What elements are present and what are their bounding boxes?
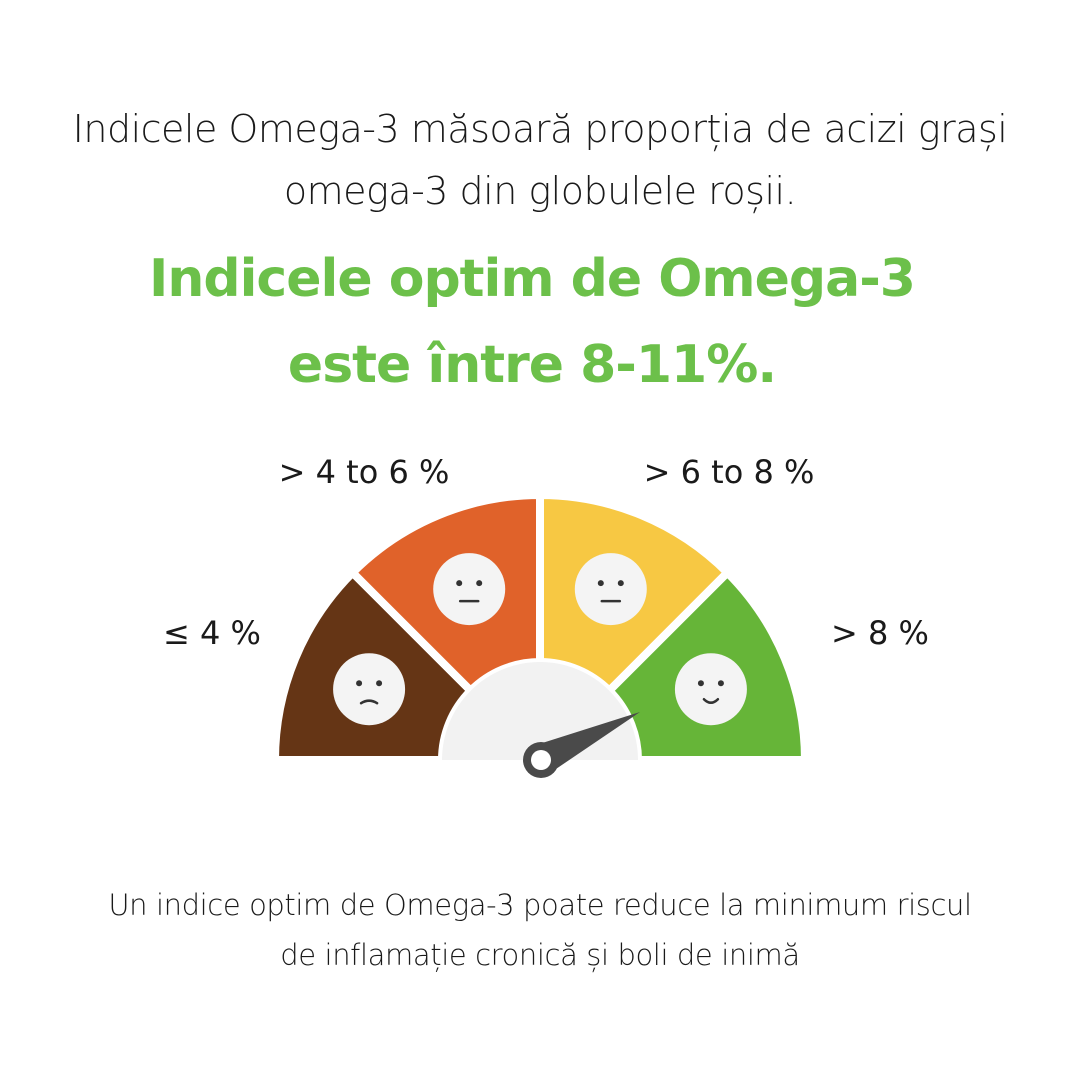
headline-line-1: Indicele optim de Omega-3 [149, 249, 916, 309]
footnote-line-2: de inflamație cronică și boli de inimă [280, 938, 800, 972]
segment-label-4: > 8 % [831, 614, 929, 652]
segment-label-2: > 4 to 6 % [279, 453, 450, 491]
segment-label-1: ≤ 4 % [163, 614, 261, 652]
headline-line-2: este între 8-11%. [287, 335, 777, 395]
segment-label-3: > 6 to 8 % [644, 453, 815, 491]
headline: Indicele optim de Omega-3 este între 8-1… [0, 236, 1064, 408]
gauge-segments [271, 491, 809, 764]
intro-text: Indicele Omega-3 măsoară proporția de ac… [0, 98, 1080, 222]
sad-face-icon [333, 653, 406, 726]
needle-hub-center [531, 750, 551, 770]
intro-line-2: omega-3 din globulele roșii. [283, 169, 797, 213]
needle-pointer [534, 712, 640, 775]
intro-line-1: Indicele Omega-3 măsoară proporția de ac… [72, 107, 1008, 151]
gauge-needle [523, 712, 640, 778]
neutral-face-icon [574, 553, 647, 626]
neutral-face-icon [433, 553, 506, 626]
footnote-line-1: Un indice optim de Omega-3 poate reduce … [108, 888, 972, 922]
gauge-faces [333, 553, 747, 726]
happy-face-icon [674, 653, 747, 726]
footnote: Un indice optim de Omega-3 poate reduce … [0, 880, 1080, 980]
